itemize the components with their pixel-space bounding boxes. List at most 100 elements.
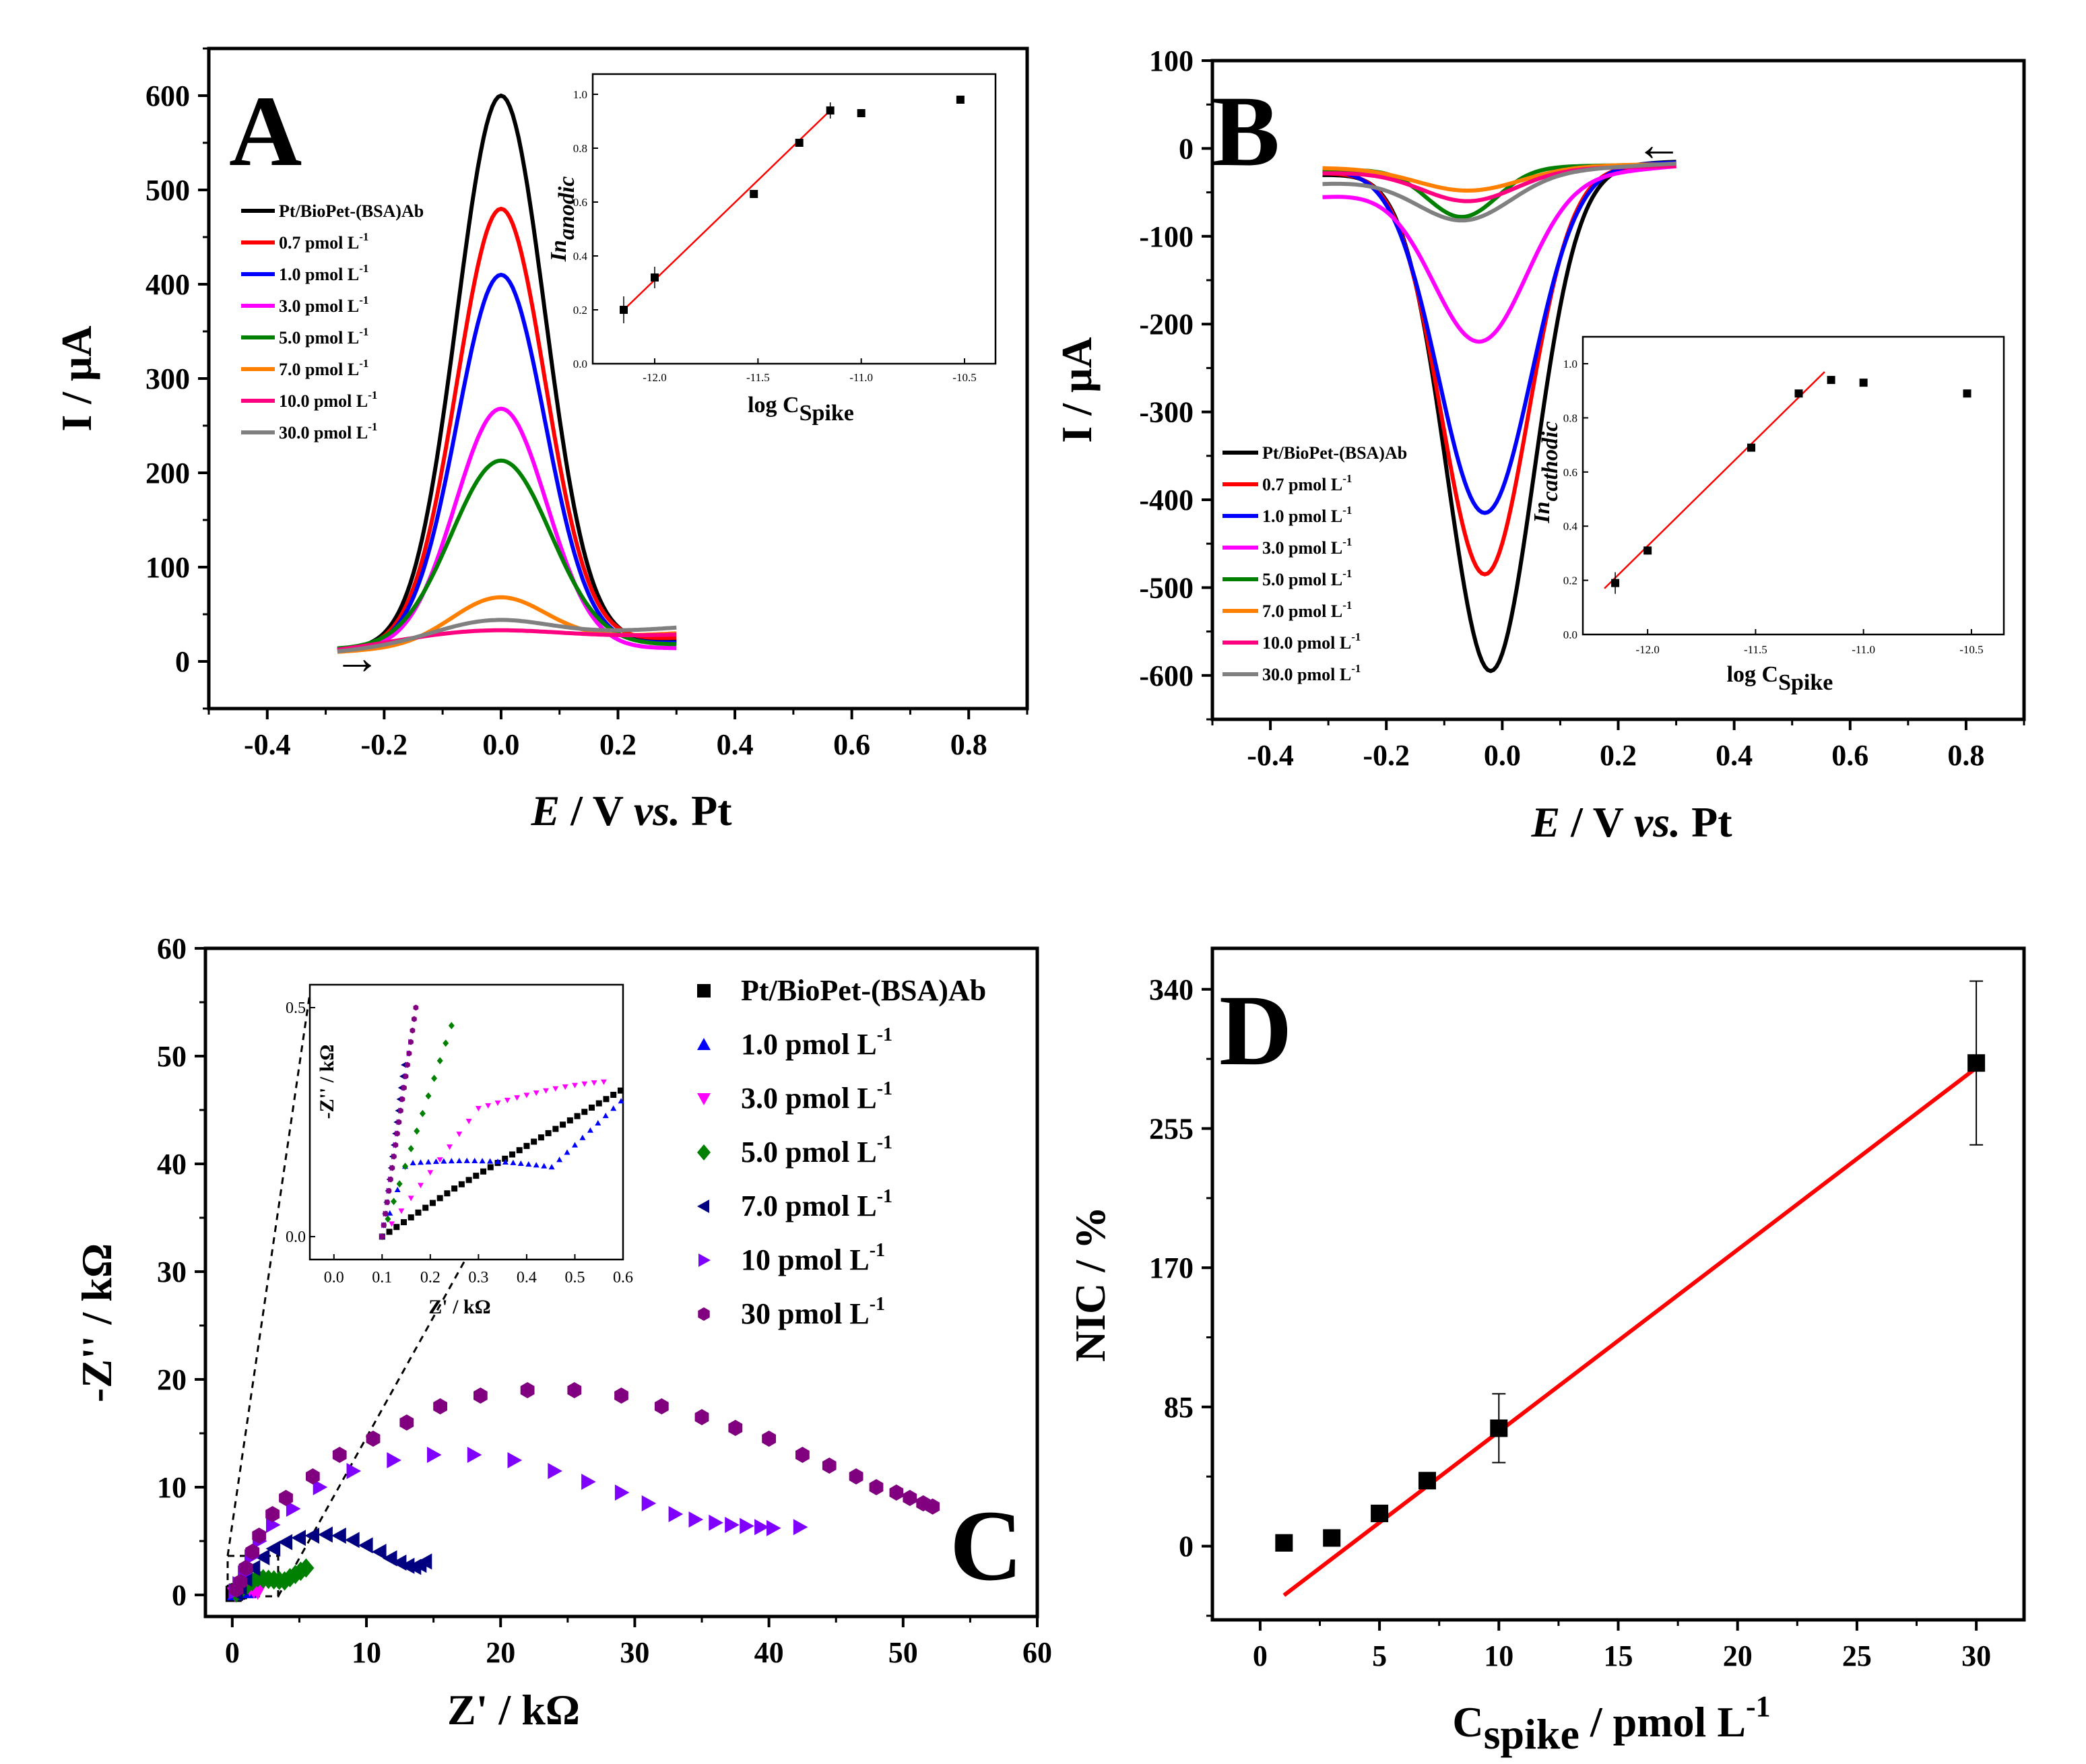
x-tick-label: 30 xyxy=(620,1636,649,1669)
x-tick-label: 10 xyxy=(1484,1639,1513,1672)
x-tick-label: 0.0 xyxy=(1484,739,1521,772)
data-point xyxy=(427,1170,434,1176)
data-point xyxy=(398,1208,405,1214)
data-point xyxy=(418,1183,424,1189)
inset-y-tick-label: 0.2 xyxy=(1563,575,1577,587)
data-point xyxy=(402,1163,409,1170)
data-point xyxy=(1490,1419,1508,1437)
y-tick-label: 200 xyxy=(145,457,190,490)
inset-y-tick-label: 0.4 xyxy=(573,250,588,263)
data-point xyxy=(581,1081,588,1087)
data-point xyxy=(399,1557,415,1574)
inset-data-point xyxy=(1794,389,1803,398)
x-tick-label: 10 xyxy=(352,1636,381,1669)
plot-frame xyxy=(203,946,1039,1619)
data-point xyxy=(419,1109,426,1117)
x-tick-label: 0.4 xyxy=(717,728,754,761)
x-tick-label: 0.0 xyxy=(482,728,519,761)
data-point xyxy=(451,1185,458,1192)
inset-frame xyxy=(1582,335,2005,636)
data-point xyxy=(403,1073,409,1080)
data-point xyxy=(265,1506,280,1522)
inset-data-point xyxy=(750,190,758,198)
series-line xyxy=(1322,164,1676,344)
panel-letter: B xyxy=(1212,75,1280,187)
data-point xyxy=(467,1447,482,1463)
data-point xyxy=(668,1506,684,1522)
data-point xyxy=(475,1106,482,1112)
x-tick-label: 50 xyxy=(888,1636,918,1669)
inset-x-tick-label: -11.0 xyxy=(849,371,873,384)
x-tick-label: 0.4 xyxy=(1716,739,1753,772)
data-point xyxy=(698,1253,711,1267)
data-point xyxy=(562,1084,568,1090)
data-point xyxy=(516,1147,523,1154)
inset-x-label: log CSpike xyxy=(748,393,854,426)
data-point xyxy=(533,1162,540,1168)
data-point xyxy=(448,1022,455,1030)
data-point xyxy=(925,1498,940,1515)
data-point xyxy=(614,1387,628,1404)
x-tick-label: 60 xyxy=(1022,1636,1052,1669)
data-point xyxy=(456,1132,463,1138)
panel-letter: A xyxy=(229,75,302,187)
inset-data-point xyxy=(1827,376,1835,385)
data-point xyxy=(793,1519,808,1536)
x-tick-label: -0.4 xyxy=(1247,739,1294,772)
inset-x-tick-label: 0.3 xyxy=(468,1269,488,1286)
inset-data-point xyxy=(1963,389,1971,398)
data-point xyxy=(394,1130,400,1137)
data-point xyxy=(1418,1472,1436,1490)
x-tick-label: 40 xyxy=(754,1636,784,1669)
scan-direction-arrow: ← xyxy=(1635,119,1683,171)
data-point xyxy=(408,1039,414,1045)
data-point xyxy=(537,1134,544,1141)
data-point xyxy=(574,1113,581,1119)
data-point xyxy=(414,1127,420,1135)
legend-label: Pt/BioPet-(BSA)Ab xyxy=(741,974,986,1007)
x-tick-label: -0.2 xyxy=(361,728,408,761)
inset-data-point xyxy=(1611,579,1620,587)
data-point xyxy=(822,1458,837,1474)
data-point xyxy=(405,1061,410,1068)
inset-y-tick-label: 0.6 xyxy=(1563,466,1577,479)
inset-x-tick-label: 0.1 xyxy=(372,1269,392,1286)
legend-label: 10.0 pmol L-1 xyxy=(279,389,377,411)
data-point xyxy=(384,1199,390,1206)
data-point xyxy=(487,1158,494,1164)
panel-c: 0 10 20 30 40 50 60 0 10 20 30 40 50 60 Z' / kΩ -Z'' / … xyxy=(73,932,1052,1734)
data-point xyxy=(1967,1054,1986,1072)
data-point xyxy=(543,1088,549,1094)
inset-x-tick-label: 0.5 xyxy=(564,1269,585,1286)
inset-data-point xyxy=(826,106,835,115)
x-tick-label: 0.2 xyxy=(599,728,637,761)
data-point xyxy=(494,1100,501,1106)
data-point xyxy=(520,1382,535,1398)
series-line xyxy=(337,406,677,652)
x-tick-label: 30 xyxy=(1961,1639,1991,1672)
inset-x-tick-label: 0.2 xyxy=(420,1269,441,1286)
data-point xyxy=(408,1145,414,1152)
data-point xyxy=(1323,1529,1341,1547)
data-point xyxy=(587,1127,593,1133)
data-point xyxy=(345,1532,360,1548)
data-point xyxy=(697,1093,711,1105)
x-tick-label: 0.6 xyxy=(833,728,870,761)
y-tick-label: 40 xyxy=(157,1148,187,1181)
data-point xyxy=(389,1165,395,1171)
inset-data-point xyxy=(857,109,866,117)
inset-data-point xyxy=(956,96,965,104)
series-line xyxy=(1322,160,1676,515)
data-point xyxy=(581,1474,596,1490)
data-point xyxy=(431,1074,438,1082)
data-point xyxy=(479,1158,486,1164)
x-tick-label: 20 xyxy=(1723,1639,1753,1672)
data-point xyxy=(507,1452,523,1468)
inset-y-tick-label: 0.6 xyxy=(573,196,587,209)
data-point xyxy=(372,1544,387,1560)
data-point xyxy=(441,1158,447,1164)
x-tick-label: 5 xyxy=(1372,1639,1387,1672)
data-point xyxy=(408,1196,414,1202)
data-point xyxy=(381,1222,387,1229)
inset-y-tick-label: 0.4 xyxy=(1563,520,1578,533)
